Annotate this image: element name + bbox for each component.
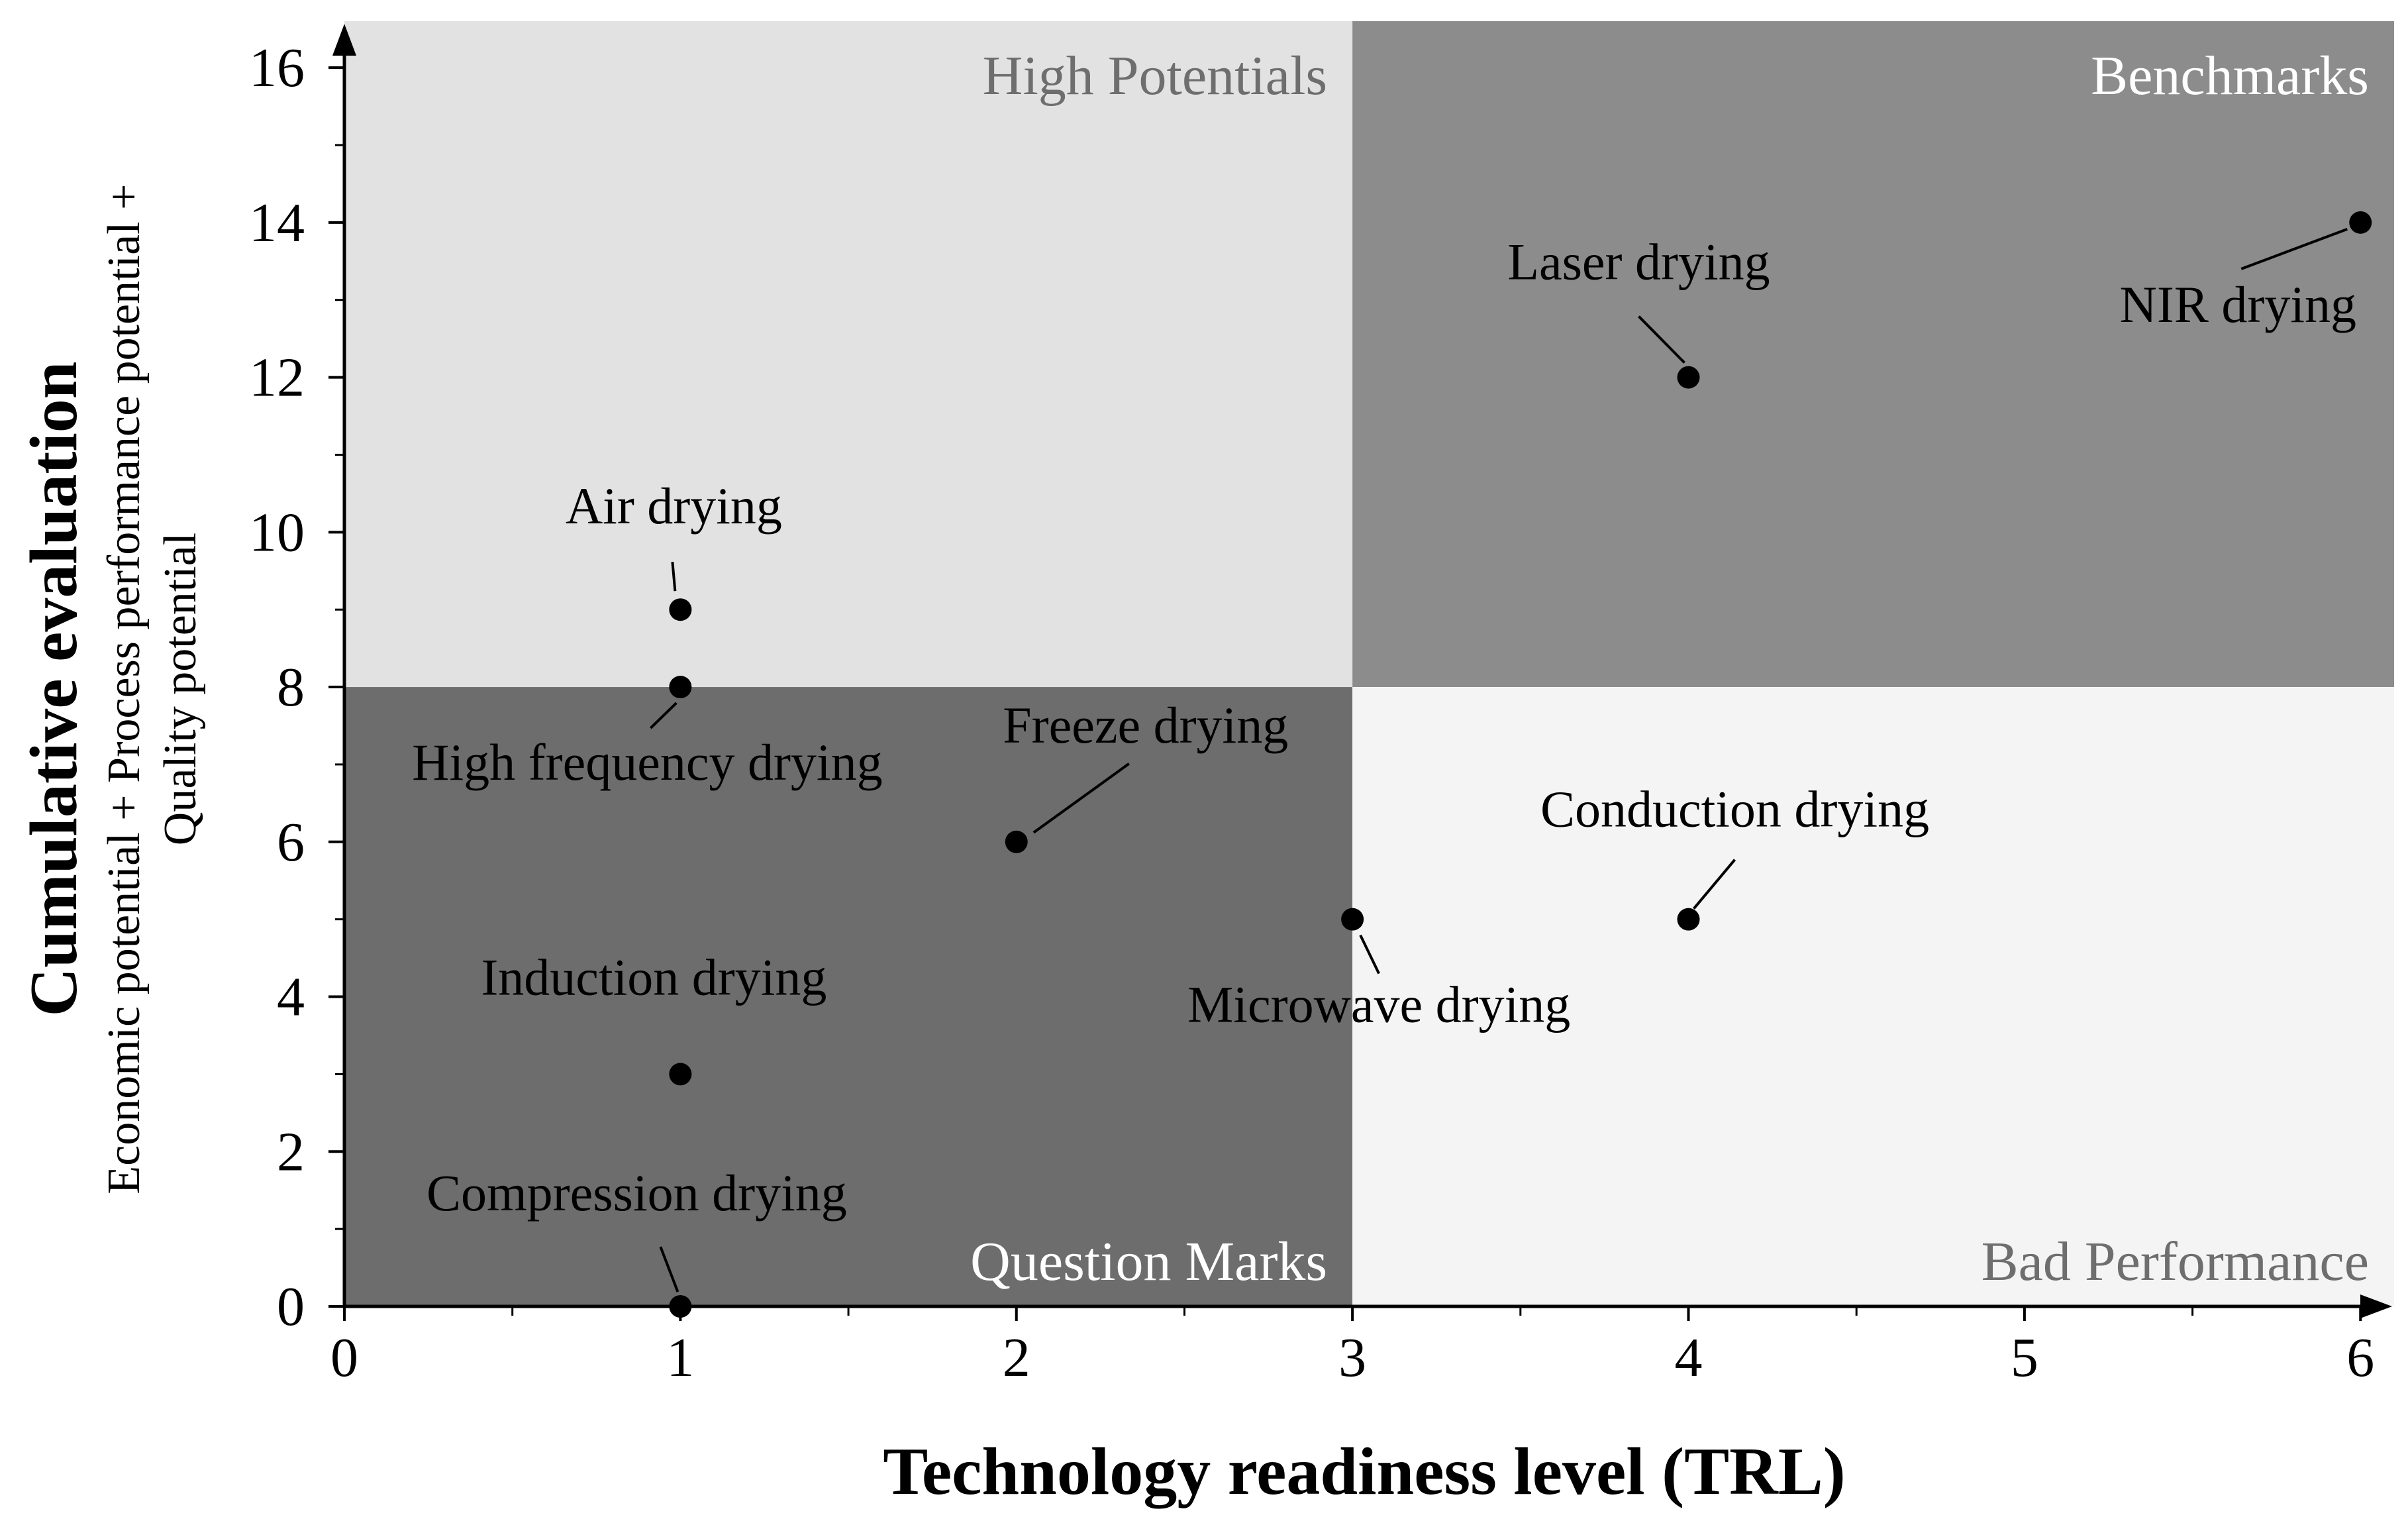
x-tick-label: 6 <box>2346 1327 2374 1389</box>
point-labels: Air drying High frequency drying Induction… <box>412 233 2356 1222</box>
data-points <box>669 211 2372 1318</box>
point-laser-drying <box>1677 366 1700 389</box>
y-tick-label: 4 <box>277 967 305 1028</box>
x-tick-label: 4 <box>1675 1327 1703 1389</box>
point-label-nir-drying: NIR drying <box>2120 276 2356 333</box>
quadrant-label-benchmarks: Benchmarks <box>2091 45 2369 107</box>
quadrant-label-bad-performance: Bad Performance <box>1982 1231 2369 1292</box>
y-axis-subtitle-line-1: Economic potential + Process performance… <box>99 184 150 1194</box>
leader-line-microwave-drying <box>1359 934 1380 974</box>
point-label-microwave-drying: Microwave drying <box>1187 976 1570 1033</box>
leader-line-laser-drying <box>1638 315 1685 364</box>
x-axis-arrow <box>2360 1294 2392 1318</box>
x-tick-label: 3 <box>1338 1327 1366 1389</box>
quadrant-label-high-potentials: High Potentials <box>983 45 1327 107</box>
leader-line-freeze-drying <box>1032 763 1130 834</box>
y-axis-subtitle-line-2: Quality potential <box>155 533 206 845</box>
quadrant-high-potentials <box>344 21 1353 688</box>
point-label-induction-drying: Induction drying <box>481 948 827 1006</box>
point-induction-drying <box>669 1063 692 1086</box>
y-axis-arrow <box>332 24 356 56</box>
y-tick-label: 8 <box>277 657 305 718</box>
point-nir-drying <box>2349 211 2372 234</box>
point-conduction-drying <box>1677 908 1700 931</box>
x-tick-label: 2 <box>1003 1327 1030 1389</box>
quadrants <box>344 21 2394 1306</box>
point-label-high-frequency-drying: High frequency drying <box>412 733 882 791</box>
point-label-laser-drying: Laser drying <box>1507 233 1770 291</box>
leader-line-high-frequency-drying <box>649 702 677 729</box>
leader-lines <box>649 227 2348 1292</box>
point-label-conduction-drying: Conduction drying <box>1540 780 1929 838</box>
quadrant-question-marks <box>344 687 1353 1306</box>
point-compression-drying <box>669 1295 692 1318</box>
y-tick-label: 12 <box>249 347 305 409</box>
y-tick-label: 16 <box>249 37 305 99</box>
point-high-frequency-drying <box>669 676 692 699</box>
quadrant-benchmarks <box>1352 21 2394 688</box>
leader-line-conduction-drying <box>1692 859 1736 910</box>
x-tick-label: 0 <box>330 1327 358 1389</box>
x-axis-title: Technology readiness level (TRL) <box>883 1434 1846 1509</box>
y-tick-label: 10 <box>249 501 305 563</box>
leader-line-air-drying <box>671 562 677 592</box>
point-label-compression-drying: Compression drying <box>426 1164 847 1222</box>
y-tick-label: 0 <box>277 1276 305 1338</box>
quadrant-bad-performance <box>1352 687 2394 1306</box>
point-label-air-drying: Air drying <box>566 477 782 535</box>
point-label-freeze-drying: Freeze drying <box>1003 696 1288 754</box>
y-tick-label: 6 <box>277 812 305 873</box>
leader-line-compression-drying <box>659 1246 679 1292</box>
point-freeze-drying <box>1005 830 1028 853</box>
leader-line-nir-drying <box>2240 227 2348 270</box>
y-tick-label: 2 <box>277 1121 305 1183</box>
quadrant-labels: High Potentials Benchmarks Question Marks B… <box>970 45 2369 1292</box>
y-tick-label: 14 <box>249 192 305 254</box>
x-tick-label: 1 <box>666 1327 694 1389</box>
point-microwave-drying <box>1341 908 1364 931</box>
point-air-drying <box>669 598 692 621</box>
y-axis-title: Cumulative evaluation <box>17 362 91 1017</box>
quadrant-label-question-marks: Question Marks <box>970 1231 1327 1292</box>
x-tick-label: 5 <box>2011 1327 2038 1389</box>
